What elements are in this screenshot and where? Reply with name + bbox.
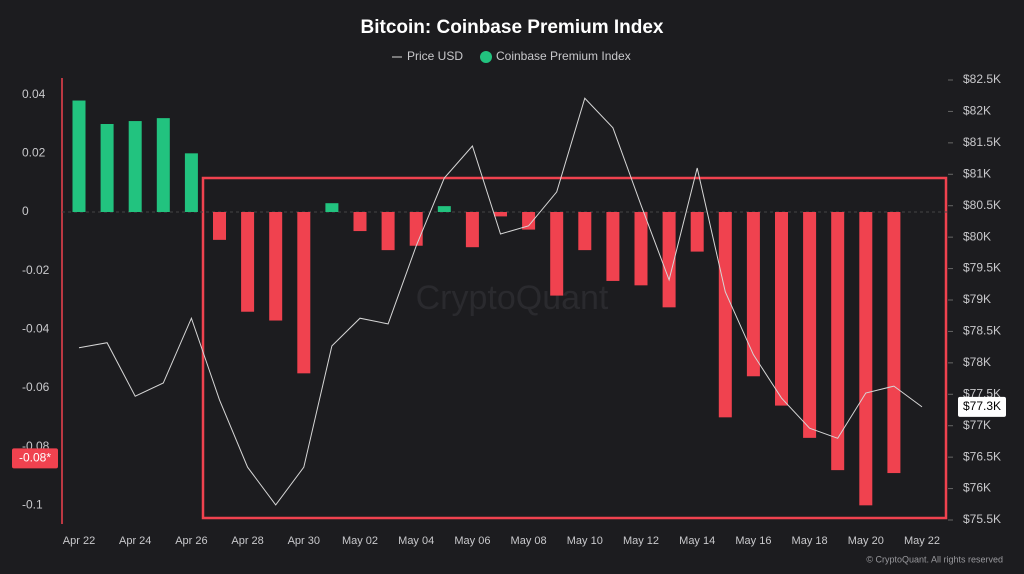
bar bbox=[718, 212, 732, 418]
bar bbox=[831, 212, 845, 471]
y2-tick-label: $76.5K bbox=[963, 449, 1001, 463]
y2-tick-label: $81K bbox=[963, 166, 991, 180]
bar bbox=[887, 212, 901, 474]
bar bbox=[100, 124, 114, 212]
bar bbox=[803, 212, 817, 438]
y2-tick-label: $76K bbox=[963, 481, 991, 495]
bar bbox=[690, 212, 704, 252]
x-tick-label: Apr 26 bbox=[175, 535, 207, 547]
x-tick-label: May 12 bbox=[623, 535, 659, 547]
x-tick-label: May 16 bbox=[735, 535, 771, 547]
y2-tick-label: $80.5K bbox=[963, 198, 1001, 212]
x-tick-label: Apr 28 bbox=[231, 535, 263, 547]
y2-tick-label: $81.5K bbox=[963, 135, 1001, 149]
y-tick-label: -0.02 bbox=[22, 263, 50, 277]
y-tick-label: -0.1 bbox=[22, 498, 43, 512]
x-tick-label: May 02 bbox=[342, 535, 378, 547]
bar bbox=[662, 212, 676, 308]
price-badge-label: $77.3K bbox=[963, 399, 1001, 413]
watermark: CryptoQuant bbox=[416, 279, 609, 317]
value-badge bbox=[12, 448, 58, 469]
y2-tick-label: $77K bbox=[963, 418, 991, 432]
bar bbox=[634, 212, 648, 286]
bar bbox=[184, 153, 198, 212]
y-tick-label: 0.02 bbox=[22, 146, 46, 160]
bar bbox=[746, 212, 760, 377]
bar bbox=[297, 212, 311, 374]
bar bbox=[606, 212, 620, 281]
legend-label: Coinbase Premium Index bbox=[496, 49, 631, 63]
x-tick-label: May 10 bbox=[567, 535, 603, 547]
legend-dot bbox=[480, 51, 492, 63]
bar bbox=[128, 121, 142, 212]
bar bbox=[859, 212, 873, 506]
x-tick-label: May 08 bbox=[511, 535, 547, 547]
x-tick-label: Apr 30 bbox=[288, 535, 320, 547]
bar bbox=[241, 212, 255, 312]
x-tick-label: Apr 24 bbox=[119, 535, 151, 547]
x-tick-label: Apr 22 bbox=[63, 535, 95, 547]
y2-tick-label: $75.5K bbox=[963, 512, 1001, 526]
x-tick-label: May 22 bbox=[904, 535, 940, 547]
bar bbox=[353, 212, 367, 232]
y2-tick-label: $78.5K bbox=[963, 324, 1001, 338]
x-tick-label: May 04 bbox=[398, 535, 434, 547]
y2-tick-label: $79K bbox=[963, 292, 991, 306]
y2-tick-label: $79.5K bbox=[963, 261, 1001, 275]
bar bbox=[156, 118, 170, 212]
x-tick-label: May 20 bbox=[848, 535, 884, 547]
value-badge-label: -0.08* bbox=[19, 451, 51, 465]
bar bbox=[522, 212, 536, 230]
x-tick-label: May 18 bbox=[792, 535, 828, 547]
price-badge bbox=[958, 396, 1006, 417]
credit: © CryptoQuant. All rights reserved bbox=[866, 554, 1003, 564]
bar bbox=[437, 206, 451, 212]
legend-label: Price USD bbox=[407, 49, 463, 63]
bar bbox=[550, 212, 564, 296]
y-tick-label: -0.06 bbox=[22, 380, 50, 394]
bar bbox=[269, 212, 283, 321]
bar bbox=[213, 212, 226, 240]
highlight-box bbox=[201, 176, 948, 520]
y2-tick-label: $82.5K bbox=[963, 72, 1001, 86]
bar bbox=[325, 203, 339, 212]
x-tick-label: May 06 bbox=[454, 535, 490, 547]
bar bbox=[409, 212, 423, 246]
bar bbox=[775, 212, 788, 406]
chart-title: Bitcoin: Coinbase Premium Index bbox=[361, 17, 664, 38]
y-tick-label: 0.04 bbox=[22, 87, 46, 101]
y-tick-label: 0 bbox=[22, 204, 29, 218]
bar bbox=[494, 212, 507, 217]
y-tick-label: -0.04 bbox=[22, 322, 50, 336]
bar bbox=[72, 100, 86, 212]
x-tick-label: May 14 bbox=[679, 535, 715, 547]
price-line bbox=[78, 97, 923, 506]
bar bbox=[381, 212, 395, 251]
bar bbox=[578, 212, 592, 251]
bar bbox=[465, 212, 479, 248]
y2-tick-label: $78K bbox=[963, 355, 991, 369]
y2-tick-label: $80K bbox=[963, 229, 991, 243]
y2-tick-label: $82K bbox=[963, 104, 991, 118]
